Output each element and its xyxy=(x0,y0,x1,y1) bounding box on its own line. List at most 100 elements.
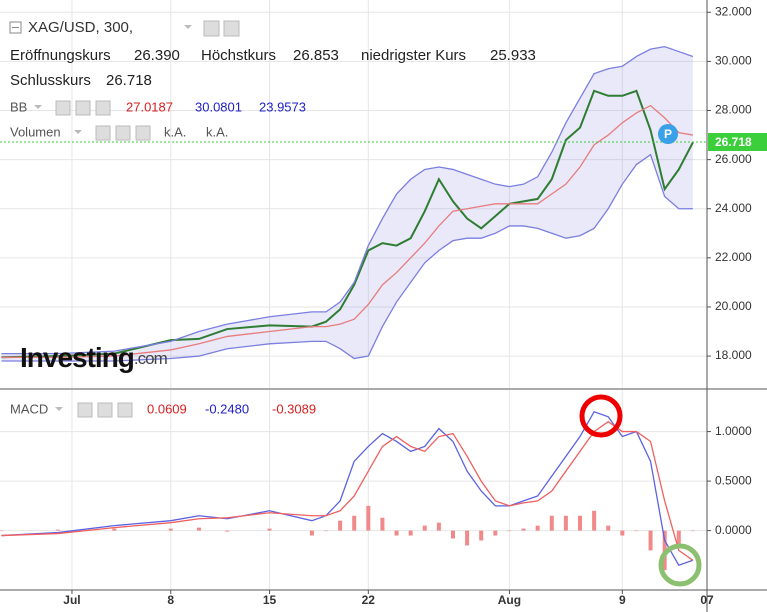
y-tick-label: 28.000 xyxy=(715,103,752,117)
y-tick-label: 26.000 xyxy=(715,152,752,166)
histogram-bar xyxy=(648,530,653,551)
volume-value: k.A. xyxy=(206,124,228,139)
y-tick-label: 18.000 xyxy=(715,348,752,362)
band-fill xyxy=(1,46,693,361)
icon[interactable] xyxy=(95,125,111,141)
price-tag-label: 26.718 xyxy=(715,135,752,149)
icon[interactable] xyxy=(223,20,240,37)
x-tick-label: 9 xyxy=(619,593,626,607)
histogram-bar xyxy=(422,525,427,531)
y-tick-label: 20.000 xyxy=(715,299,752,313)
x-tick-label: 07 xyxy=(700,593,714,607)
plots xyxy=(0,0,708,590)
bb-middle: 27.0187 xyxy=(126,99,173,114)
collapse-box[interactable] xyxy=(9,21,22,34)
histogram-bar xyxy=(450,530,455,539)
dropdown[interactable] xyxy=(34,105,42,109)
histogram-bar xyxy=(408,530,413,536)
histogram-bar xyxy=(521,528,526,531)
y-tick-label: 22.000 xyxy=(715,250,752,264)
series-line xyxy=(1,410,694,567)
x-tick-label: 22 xyxy=(362,593,376,607)
bb-label: BB xyxy=(10,99,27,114)
dropdown[interactable] xyxy=(55,407,63,411)
watermark-suffix: .com xyxy=(134,349,168,368)
high-value: 26.853 xyxy=(293,47,339,64)
series-line xyxy=(1,45,694,355)
histogram-bar xyxy=(507,530,512,532)
macd-value: -0.2480 xyxy=(205,401,249,416)
histogram-bar xyxy=(577,515,582,531)
icon[interactable] xyxy=(75,100,91,116)
watermark-main: Investing xyxy=(20,342,134,373)
icon[interactable] xyxy=(55,100,71,116)
x-tick-label: 8 xyxy=(167,593,174,607)
histogram-bar xyxy=(352,515,357,531)
symbol: XAG/USD, 300, xyxy=(28,19,133,36)
y-tick-label: 24.000 xyxy=(715,201,752,215)
icon[interactable] xyxy=(135,125,151,141)
histogram-bar xyxy=(436,522,441,531)
icon[interactable] xyxy=(95,100,111,116)
icon[interactable] xyxy=(77,402,93,418)
icon[interactable] xyxy=(117,402,133,418)
icon[interactable] xyxy=(203,20,220,37)
dropdown[interactable] xyxy=(184,25,192,29)
signal-value: -0.3089 xyxy=(272,401,316,416)
histogram-bar xyxy=(479,530,484,541)
marker[interactable] xyxy=(658,124,678,144)
low-label: niedrigster Kurs xyxy=(361,47,466,64)
series-line xyxy=(1,420,694,561)
open-value: 26.390 xyxy=(134,47,180,64)
y-tick-label: 0.5000 xyxy=(715,473,752,487)
high-label: Höchstkurs xyxy=(201,47,276,64)
x-tick-label: Aug xyxy=(498,593,521,607)
x-tick-label: Jul xyxy=(63,593,80,607)
y-tick-label: 0.0000 xyxy=(715,523,752,537)
histogram-bar xyxy=(549,515,554,531)
y-tick-label: 30.000 xyxy=(715,54,752,68)
histogram-bar xyxy=(465,530,470,546)
histogram-bar xyxy=(338,520,343,531)
y-tick-label: 32.000 xyxy=(715,4,752,18)
series-line xyxy=(1,104,693,358)
histogram-bar xyxy=(592,510,597,531)
histogram-bar xyxy=(309,530,314,536)
histogram-bar xyxy=(168,528,173,531)
histogram-bar xyxy=(620,530,625,536)
histogram-bar xyxy=(634,530,639,532)
volume-value: k.A. xyxy=(164,124,186,139)
volume-label: Volumen xyxy=(10,124,61,139)
dropdown[interactable] xyxy=(74,130,82,134)
bb-lower: 23.9573 xyxy=(259,99,306,114)
histogram-bar xyxy=(690,530,695,532)
histogram-bar xyxy=(563,515,568,531)
histogram-bar xyxy=(394,530,399,536)
histogram-bar xyxy=(55,529,60,531)
histogram-bar xyxy=(112,528,117,531)
histogram-bar xyxy=(493,530,498,536)
highlight-circle xyxy=(658,543,702,587)
open-label: Eröffnungskurs xyxy=(10,47,111,64)
histogram-bar xyxy=(380,517,385,531)
histogram-bar xyxy=(225,530,230,532)
histogram-bar xyxy=(606,525,611,531)
histogram-bar xyxy=(535,525,540,531)
macd-label: MACD xyxy=(10,401,48,416)
price-tag xyxy=(708,132,767,151)
icon[interactable] xyxy=(115,125,131,141)
histogram-bar xyxy=(196,527,201,531)
highlight-circle xyxy=(579,394,623,438)
histogram-bar xyxy=(0,530,4,532)
histogram-bar xyxy=(267,528,272,531)
close-label: Schlusskurs xyxy=(10,72,91,89)
x-tick-label: 15 xyxy=(263,593,277,607)
watermark: Investing.com xyxy=(20,342,168,373)
y-tick-label: 1.0000 xyxy=(715,424,752,438)
marker-label: P xyxy=(664,127,672,141)
macd-hist-value: 0.0609 xyxy=(147,401,187,416)
icon[interactable] xyxy=(97,402,113,418)
histogram-bar xyxy=(676,530,681,546)
